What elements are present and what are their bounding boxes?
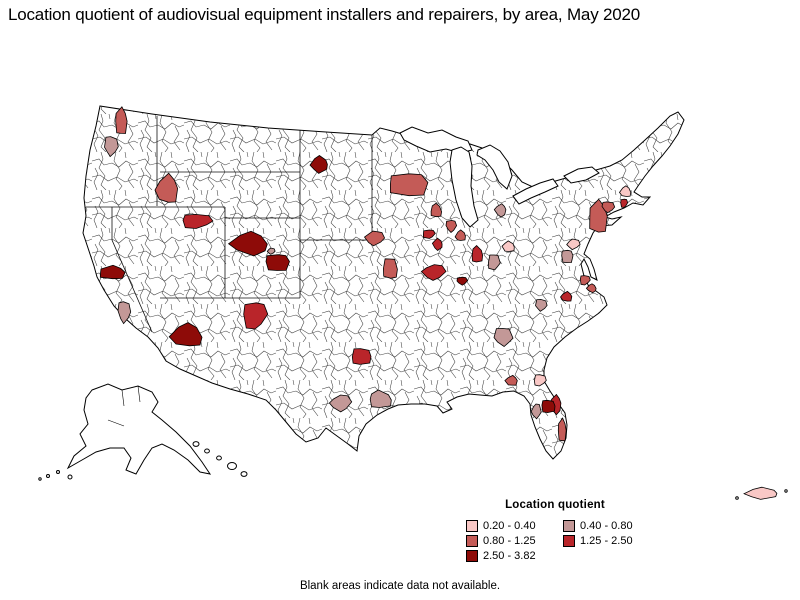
- legend-swatch-b2: [563, 520, 575, 532]
- area-madison: [430, 202, 443, 218]
- legend-item-b1: 0.20 - 0.40: [466, 520, 563, 532]
- area-puerto-rico: [743, 486, 778, 500]
- lake-superior: [399, 126, 473, 154]
- area-boston: [619, 185, 632, 197]
- area-virginia-beach: [585, 283, 597, 294]
- county-boundaries-texture: [83, 106, 684, 459]
- legend-label-b2: 0.40 - 0.80: [580, 519, 633, 532]
- area-sacramento: [99, 264, 126, 280]
- area-richmond: [579, 275, 591, 286]
- metro-areas: [99, 106, 778, 500]
- area-seattle-tacoma: [115, 106, 128, 134]
- lake-erie: [512, 178, 559, 205]
- area-houston-victoria: [369, 389, 392, 408]
- area-charlotte: [535, 298, 548, 312]
- alaska: [38, 383, 212, 481]
- area-tampa: [530, 403, 542, 420]
- legend-label-b1: 0.20 - 0.40: [483, 519, 536, 532]
- legend-item-b3: 0.80 - 1.25: [466, 535, 563, 547]
- lake-ontario: [563, 166, 600, 184]
- legend-item-b5: 2.50 - 3.82: [466, 550, 563, 562]
- area-denver-boulder: [227, 230, 268, 257]
- area-albuquerque-santa-fe: [243, 302, 269, 330]
- area-cleveland-akron: [493, 203, 507, 218]
- area-dayton-cincinnati: [487, 254, 501, 271]
- lake-huron: [476, 144, 513, 190]
- puerto-rico-islets: [735, 489, 788, 500]
- area-minneapolis-st-paul: [390, 173, 429, 197]
- area-san-luis-obispo-santa-maria: [117, 301, 132, 325]
- area-panama-city: [504, 374, 518, 386]
- lake-michigan: [449, 146, 479, 228]
- area-hartford-new-haven: [601, 201, 616, 214]
- legend: Location quotient 0.20 - 0.40 0.40 - 0.80…: [452, 499, 658, 562]
- area-columbus-oh: [501, 240, 515, 252]
- area-columbia-jefferson-city: [420, 264, 447, 281]
- area-phoenix: [168, 322, 203, 347]
- legend-label-b4: 1.25 - 2.50: [580, 534, 633, 547]
- legend-label-b5: 2.50 - 3.82: [483, 549, 536, 562]
- area-indianapolis: [471, 245, 484, 263]
- legend-title: Location quotient: [505, 499, 605, 511]
- legend-swatch-b1: [466, 520, 478, 532]
- area-kansas-city: [382, 258, 398, 279]
- area-salt-lake-provo: [182, 213, 214, 229]
- legend-swatch-b5: [466, 550, 478, 562]
- area-louisville: [456, 276, 469, 286]
- hawaii: [192, 441, 248, 477]
- area-chicago: [454, 229, 466, 241]
- area-atlanta: [493, 328, 514, 348]
- area-boise: [154, 172, 179, 203]
- area-jacksonville: [533, 374, 547, 387]
- area-cedar-rapids: [423, 229, 436, 239]
- legend-item-b4: 1.25 - 2.50: [563, 535, 660, 547]
- area-raleigh-durham: [559, 290, 573, 302]
- state-boundaries: [86, 116, 373, 333]
- area-bismarck: [309, 155, 328, 174]
- area-iowa-city: [431, 237, 443, 252]
- area-port-st-lucie: [557, 417, 567, 442]
- area-orlando: [541, 399, 556, 414]
- area-colorado-springs-pueblo: [265, 254, 290, 271]
- great-lakes: [399, 126, 600, 228]
- map-footnote: Blank areas indicate data not available.: [299, 580, 501, 592]
- area-philadelphia: [566, 238, 581, 251]
- area-dallas-fort-worth: [351, 348, 372, 365]
- area-portland: [104, 136, 119, 158]
- area-omaha: [363, 230, 386, 247]
- area-baltimore-washington: [561, 249, 574, 264]
- page-title: Location quotient of audiovisual equipme…: [8, 5, 641, 24]
- area-san-antonio: [328, 394, 353, 413]
- area-milwaukee: [445, 219, 458, 233]
- legend-swatch-b3: [466, 535, 478, 547]
- area-providence: [620, 198, 629, 208]
- legend-items: 0.20 - 0.40 0.40 - 0.80 0.80 - 1.25 1.25 - …: [452, 520, 658, 562]
- legend-label-b3: 0.80 - 1.25: [483, 534, 536, 547]
- legend-swatch-b4: [563, 535, 575, 547]
- area-canon-city: [266, 247, 276, 255]
- legend-item-b2: 0.40 - 0.80: [563, 520, 660, 532]
